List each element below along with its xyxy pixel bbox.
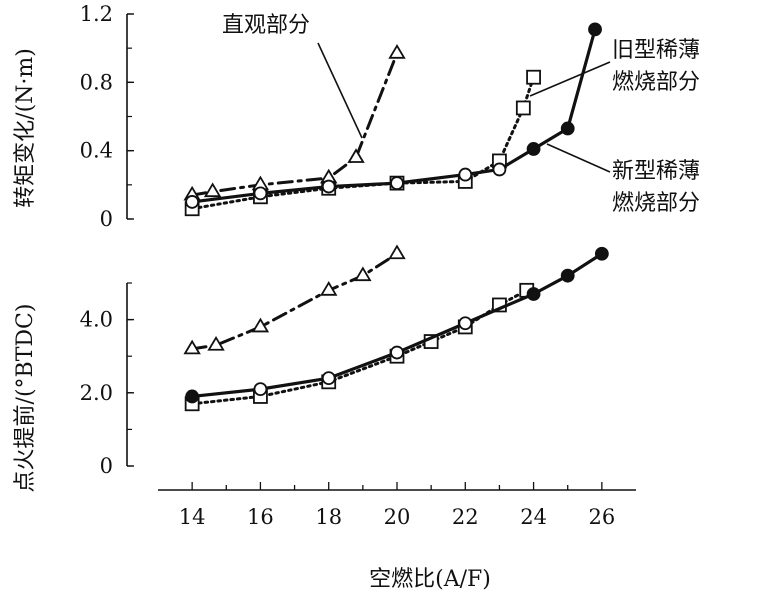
top-point-circle — [321, 179, 336, 194]
annotation-new-lean-leader — [546, 143, 611, 173]
bottom-axes — [126, 282, 636, 491]
bottom-point-triangle — [207, 335, 225, 351]
top-y-tick-label: 1.2 — [80, 2, 113, 26]
top-point-square — [526, 69, 541, 85]
top-point-circle — [588, 22, 602, 37]
bottom-point-triangle — [183, 339, 201, 355]
top-point-circle — [560, 121, 575, 136]
bottom-series — [183, 244, 609, 412]
annotation-intuitive: 直观部分 — [222, 13, 363, 139]
annotation-old-lean-leader — [529, 61, 611, 97]
top-y-tick-label: 0.8 — [80, 70, 113, 94]
top-point-circle — [492, 162, 507, 177]
bottom-y-axis-label: 点火提前/(°BTDC) — [13, 304, 38, 493]
bottom-point-circle — [594, 246, 609, 261]
top-series-line-dotted — [190, 75, 536, 211]
bottom-point-circle — [185, 389, 200, 404]
bottom-series-line-dash-dot — [190, 252, 399, 351]
top-point-circle — [390, 176, 404, 191]
top-y-tick-label: 0.4 — [80, 139, 113, 163]
top-series-line-dash-dot — [190, 51, 399, 197]
annotation-old-lean-label-line2: 燃烧部分 — [612, 70, 700, 95]
bottom-point-triangle — [354, 266, 372, 282]
annotation-new-lean: 新型稀薄 燃烧部分 — [546, 143, 700, 216]
annotation-old-lean-label: 旧型稀薄 — [612, 38, 700, 63]
bottom-point-triangle — [320, 281, 338, 296]
top-point-triangle — [388, 44, 406, 59]
annotation-old-lean: 旧型稀薄 燃烧部分 — [529, 38, 700, 97]
x-tick-label: 22 — [452, 505, 479, 529]
top-point-triangle — [203, 182, 222, 198]
top-tick-labels: 0 0.4 0.8 1.2 — [80, 2, 113, 231]
annotation-new-lean-label-line2: 燃烧部分 — [612, 191, 700, 216]
annotation-new-lean-label: 新型稀薄 — [612, 159, 700, 184]
top-y-tick-label: 0 — [100, 207, 113, 231]
bottom-point-circle — [253, 382, 268, 397]
x-tick-label: 20 — [384, 505, 411, 529]
top-panel: 0 0.4 0.8 1.2 — [80, 2, 602, 231]
bottom-panel: 0 2.0 4.0 14 16 18 20 22 24 26 — [80, 244, 636, 529]
bottom-y-tick-label: 0 — [100, 454, 113, 478]
bottom-point-triangle — [251, 317, 270, 333]
x-tick-label: 24 — [520, 505, 547, 529]
top-point-square — [515, 100, 531, 116]
x-tick-label: 16 — [247, 505, 274, 529]
top-series — [183, 22, 602, 217]
top-point-circle — [458, 167, 473, 182]
bottom-series-line-dotted — [190, 288, 529, 406]
top-axes — [126, 13, 134, 220]
top-point-circle — [185, 195, 200, 209]
top-y-axis-label: 转矩变化/(N·m) — [13, 48, 38, 208]
bottom-point-circle — [321, 371, 336, 386]
bottom-y-tick-label: 2.0 — [80, 381, 113, 405]
annotation-intuitive-leader — [317, 42, 363, 139]
x-axis-label: 空燃比(A/F) — [369, 567, 491, 592]
bottom-series-line-solid — [190, 252, 604, 399]
x-tick-label: 14 — [179, 505, 206, 529]
top-point-circle — [253, 186, 268, 201]
x-tick-label: 18 — [315, 505, 342, 529]
bottom-y-tick-label: 4.0 — [80, 308, 113, 332]
top-point-circle — [526, 142, 541, 156]
bottom-tick-labels: 0 2.0 4.0 14 16 18 20 22 24 26 — [80, 308, 616, 529]
top-point-triangle — [347, 148, 365, 163]
bottom-point-triangle — [388, 244, 406, 260]
bottom-point-circle — [560, 268, 575, 283]
bottom-point-circle — [390, 345, 404, 360]
bottom-point-circle — [458, 316, 473, 331]
x-tick-label: 26 — [588, 505, 615, 529]
annotation-intuitive-label: 直观部分 — [222, 13, 310, 38]
bottom-point-circle — [526, 287, 541, 301]
